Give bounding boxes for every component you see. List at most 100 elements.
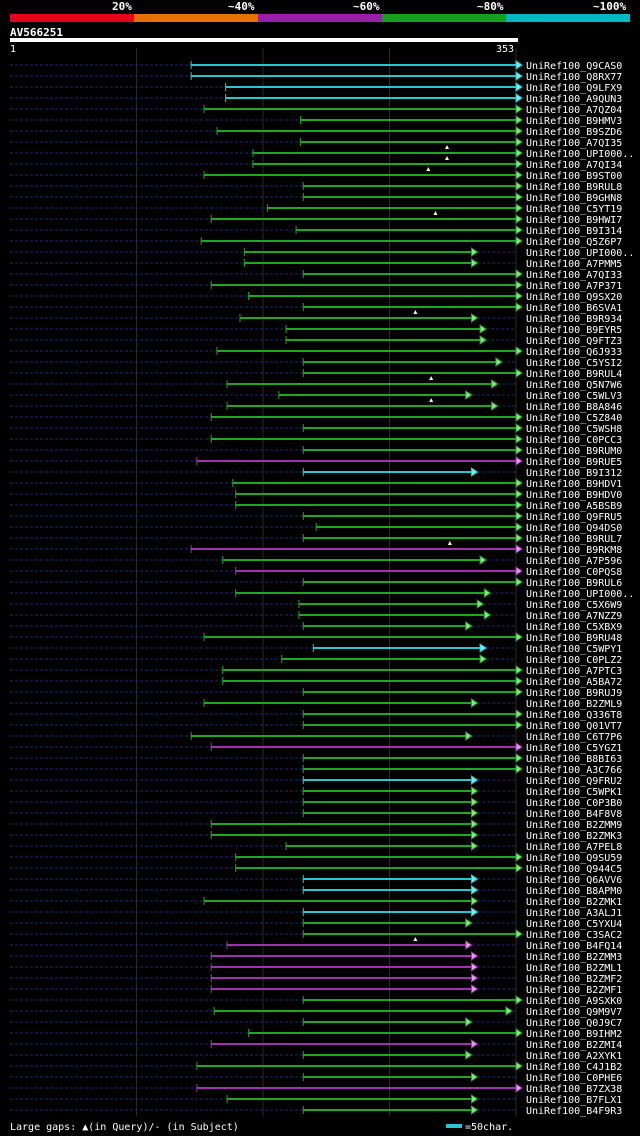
hit-label: UniRef100_A5BSB9 [526, 501, 622, 512]
hit-label: UniRef100_A7P596 [526, 556, 622, 567]
hit-label: UniRef100_B9RUE5 [526, 457, 622, 468]
hit-label: UniRef100_Q5N7W6 [526, 380, 622, 391]
hit-arrow [495, 357, 503, 367]
hit-label: UniRef100_A7QZ04 [526, 105, 622, 116]
hit-arrow [470, 467, 479, 477]
hit-arrow [515, 764, 523, 774]
hit-label: UniRef100_B9RKM8 [526, 545, 622, 556]
hit-label: UniRef100_C5Z840 [526, 413, 622, 424]
hit-label: UniRef100_Q8RX77 [526, 72, 622, 83]
hit-arrow [515, 632, 523, 642]
hit-label: UniRef100_B7FLX1 [526, 1095, 622, 1106]
hit-arrow [470, 1039, 479, 1049]
hit-arrow [515, 181, 523, 191]
hit-label: UniRef100_B9GHN8 [526, 193, 622, 204]
identity-legend-bar [10, 14, 630, 22]
hit-label: UniRef100_Q9M9V7 [526, 1007, 622, 1018]
hit-label: UniRef100_A7PTC3 [526, 666, 622, 677]
hit-label: UniRef100_A7PEL8 [526, 842, 622, 853]
query-gap-marker [447, 541, 452, 545]
hit-label: UniRef100_A5BA72 [526, 677, 622, 688]
hit-arrow [515, 1083, 523, 1093]
hit-arrow [470, 874, 479, 884]
hit-arrow [476, 599, 485, 609]
hit-label: UniRef100_A7QI34 [526, 160, 622, 171]
hit-label: UniRef100_Q9SX20 [526, 292, 622, 303]
hit-label: UniRef100_B9HDV1 [526, 479, 622, 490]
hit-label: UniRef100_B2ZMM3 [526, 952, 622, 963]
hit-arrow [515, 82, 523, 92]
hit-arrow [465, 621, 473, 631]
hit-label: UniRef100_B9I312 [526, 468, 622, 479]
hit-label: UniRef100_B2ZMK1 [526, 897, 622, 908]
hit-arrow [515, 225, 523, 235]
hit-arrow [479, 555, 487, 565]
hit-label: UniRef100_Q9LFX9 [526, 83, 622, 94]
hit-arrow [479, 643, 487, 653]
hit-label: UniRef100_B8A846 [526, 402, 622, 413]
query-id: AV566251 [10, 26, 63, 39]
hit-label: UniRef100_B2ZMF2 [526, 974, 622, 985]
hit-arrow [470, 819, 479, 829]
hit-arrow [515, 214, 523, 224]
hit-arrow [479, 654, 487, 664]
hit-arrow [515, 203, 523, 213]
hit-arrow [470, 786, 479, 796]
hit-label: UniRef100_B9HMV3 [526, 116, 622, 127]
hit-label: UniRef100_Q9CAS0 [526, 61, 622, 72]
hit-label: UniRef100_A7QI35 [526, 138, 622, 149]
hit-label: UniRef100_Q94DS0 [526, 523, 622, 534]
hit-arrow [515, 533, 523, 543]
hit-label: UniRef100_B2ZMI4 [526, 1040, 622, 1051]
hit-label: UniRef100_C5YXU4 [526, 919, 622, 930]
hit-label: UniRef100_B9R934 [526, 314, 622, 325]
hit-arrow [515, 577, 523, 587]
hit-label: UniRef100_A7QI33 [526, 270, 622, 281]
hit-label: UniRef100_C5XBX9 [526, 622, 622, 633]
hit-label: UniRef100_Q9FRU2 [526, 776, 622, 787]
hit-arrow [483, 610, 492, 620]
hit-arrow [470, 797, 479, 807]
hit-label: UniRef100_B4FQ14 [526, 941, 622, 952]
hit-arrow [515, 676, 523, 686]
hit-arrow [479, 324, 487, 334]
hit-arrow [465, 731, 473, 741]
hit-label: UniRef100_C5WSH8 [526, 424, 622, 435]
hit-arrow [515, 280, 523, 290]
query-gap-marker [413, 937, 418, 941]
hit-arrow [515, 412, 523, 422]
axis-end-label: 353 [496, 44, 515, 55]
hit-arrow [515, 720, 523, 730]
hit-label: UniRef100_C5WLV3 [526, 391, 622, 402]
hit-arrow [515, 126, 523, 136]
hit-label: UniRef100_B6SVA1 [526, 303, 622, 314]
axis-start-label: 1 [10, 44, 17, 55]
query-gap-marker [445, 156, 449, 160]
hit-arrow [515, 104, 523, 114]
hit-arrow [515, 159, 523, 169]
hit-arrow [465, 390, 473, 400]
hit-label: UniRef100_C3SAC2 [526, 930, 622, 941]
hit-arrow [470, 984, 479, 994]
hit-arrow [470, 896, 479, 906]
hit-label: UniRef100_A7P371 [526, 281, 622, 292]
hit-label: UniRef100_C0PCC3 [526, 435, 622, 446]
hit-label: UniRef100_B2ZMM9 [526, 820, 622, 831]
hit-arrow [515, 368, 523, 378]
hit-label: UniRef100_B7ZX38 [526, 1084, 622, 1095]
hit-label: UniRef100_B2ZML1 [526, 963, 622, 974]
hit-arrow [515, 709, 523, 719]
hit-label: UniRef100_Q336T8 [526, 710, 622, 721]
hit-arrow [515, 478, 523, 488]
hit-arrow [515, 742, 523, 752]
hit-label: UniRef100_Q6AVV6 [526, 875, 622, 886]
legend-label-80: ~80% [477, 0, 504, 13]
hit-label: UniRef100_C0PLZ2 [526, 655, 622, 666]
hit-label: UniRef100_C5YSI2 [526, 358, 622, 369]
hit-label: UniRef100_C0PQS8 [526, 567, 622, 578]
hit-arrow [470, 830, 479, 840]
hit-arrow [470, 841, 479, 851]
hit-arrow [515, 995, 523, 1005]
hit-label: UniRef100_C6T7P6 [526, 732, 622, 743]
